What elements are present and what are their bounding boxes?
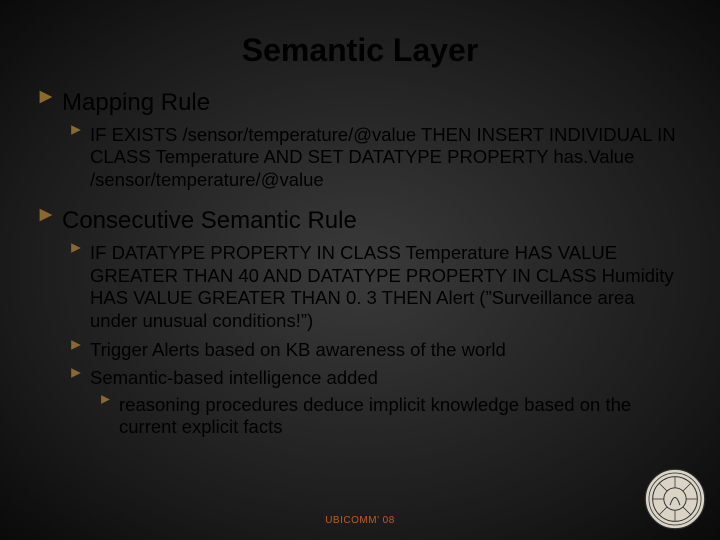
slide: Semantic Layer Mapping Rule IF EXISTS /s… — [0, 0, 720, 540]
sub-bullet: IF DATATYPE PROPERTY IN CLASS Temperatur… — [70, 242, 686, 332]
arrow-icon — [70, 124, 82, 136]
bullet-text: IF EXISTS /sensor/temperature/@value THE… — [90, 124, 686, 192]
arrow-icon — [38, 207, 54, 223]
sub-bullet: IF EXISTS /sensor/temperature/@value THE… — [70, 124, 686, 192]
arrow-icon — [38, 89, 54, 105]
bullet-text: IF DATATYPE PROPERTY IN CLASS Temperatur… — [90, 242, 686, 332]
arrow-icon — [100, 394, 111, 405]
footer-text: UBICOMM’ 08 — [0, 515, 720, 526]
arrow-icon — [70, 367, 82, 379]
sub-bullet: Semantic-based intelligence added — [70, 367, 686, 390]
bullet-text: Semantic-based intelligence added — [90, 367, 378, 390]
bullet-text: Trigger Alerts based on KB awareness of … — [90, 339, 506, 362]
bullet-text: reasoning procedures deduce implicit kno… — [119, 394, 686, 439]
bullet-text: Consecutive Semantic Rule — [62, 207, 357, 236]
arrow-icon — [70, 242, 82, 254]
bullet-mapping-rule: Mapping Rule — [38, 89, 686, 118]
seal-icon — [644, 468, 706, 530]
bullet-consecutive-rule: Consecutive Semantic Rule — [38, 207, 686, 236]
sub-bullet: Trigger Alerts based on KB awareness of … — [70, 339, 686, 362]
arrow-icon — [70, 339, 82, 351]
slide-title: Semantic Layer — [34, 32, 686, 69]
bullet-text: Mapping Rule — [62, 89, 210, 118]
sub-sub-bullet: reasoning procedures deduce implicit kno… — [100, 394, 686, 439]
